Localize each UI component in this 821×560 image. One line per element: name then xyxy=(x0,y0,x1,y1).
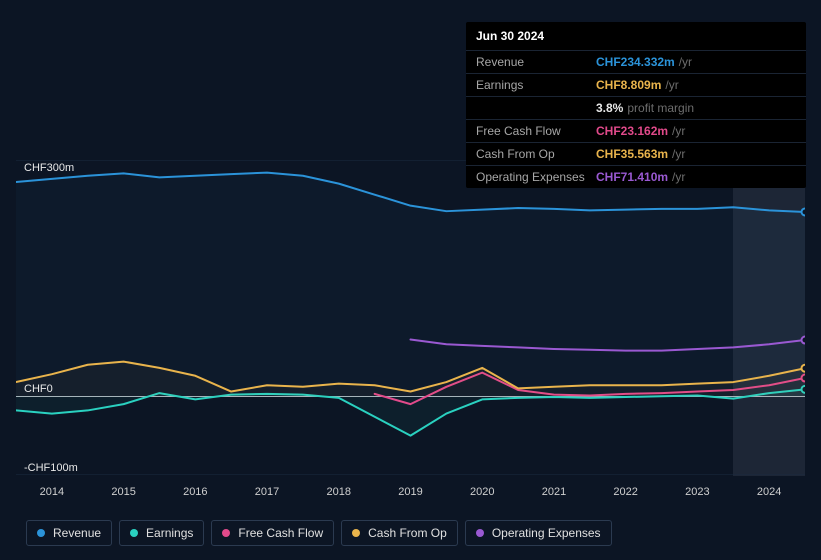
x-tick: 2015 xyxy=(111,486,135,498)
x-tick: 2024 xyxy=(757,486,781,498)
tooltip-value: 3.8% xyxy=(596,101,623,115)
tooltip-row: Cash From OpCHF35.563m/yr xyxy=(466,143,806,166)
y-axis-label-bottom: -CHF100m xyxy=(24,462,78,474)
y-axis-label-zero: CHF0 xyxy=(24,383,53,395)
legend-dot-icon xyxy=(222,529,230,537)
legend-dot-icon xyxy=(352,529,360,537)
tooltip-label xyxy=(476,101,596,115)
tooltip-suffix: /yr xyxy=(672,147,685,161)
tooltip-value: CHF23.162m xyxy=(596,124,668,138)
tooltip-suffix: /yr xyxy=(679,55,692,69)
legend-label: Cash From Op xyxy=(368,526,447,540)
tooltip-label: Cash From Op xyxy=(476,147,596,161)
financial-chart[interactable] xyxy=(16,160,805,475)
legend-dot-icon xyxy=(476,529,484,537)
x-tick: 2017 xyxy=(255,486,279,498)
x-tick: 2019 xyxy=(398,486,422,498)
tooltip-suffix: profit margin xyxy=(627,101,694,115)
tooltip-value: CHF35.563m xyxy=(596,147,668,161)
x-tick: 2016 xyxy=(183,486,207,498)
x-tick: 2014 xyxy=(40,486,64,498)
legend-item[interactable]: Cash From Op xyxy=(341,520,458,546)
legend-item[interactable]: Free Cash Flow xyxy=(211,520,334,546)
tooltip-suffix: /yr xyxy=(672,170,685,184)
legend-dot-icon xyxy=(130,529,138,537)
tooltip-row: RevenueCHF234.332m/yr xyxy=(466,51,806,74)
tooltip-row: Free Cash FlowCHF23.162m/yr xyxy=(466,120,806,143)
tooltip-card: Jun 30 2024 RevenueCHF234.332m/yrEarning… xyxy=(466,22,806,188)
tooltip-label: Earnings xyxy=(476,78,596,92)
tooltip-value: CHF71.410m xyxy=(596,170,668,184)
tooltip-row: EarningsCHF8.809m/yr xyxy=(466,74,806,97)
legend-label: Revenue xyxy=(53,526,101,540)
x-tick: 2021 xyxy=(542,486,566,498)
legend-label: Operating Expenses xyxy=(492,526,601,540)
tooltip-label: Operating Expenses xyxy=(476,170,596,184)
tooltip-suffix: /yr xyxy=(665,78,678,92)
tooltip-label: Revenue xyxy=(476,55,596,69)
tooltip-date: Jun 30 2024 xyxy=(466,22,806,51)
tooltip-label: Free Cash Flow xyxy=(476,124,596,138)
x-tick: 2023 xyxy=(685,486,709,498)
x-tick: 2018 xyxy=(327,486,351,498)
tooltip-value: CHF234.332m xyxy=(596,55,675,69)
y-axis-label-top: CHF300m xyxy=(24,162,74,174)
legend: Revenue Earnings Free Cash Flow Cash From O… xyxy=(26,520,612,546)
tooltip-value: CHF8.809m xyxy=(596,78,661,92)
tooltip-row: 3.8% profit margin xyxy=(466,97,806,120)
legend-label: Free Cash Flow xyxy=(238,526,323,540)
tooltip-row: Operating ExpensesCHF71.410m/yr xyxy=(466,166,806,188)
legend-label: Earnings xyxy=(146,526,193,540)
legend-item[interactable]: Revenue xyxy=(26,520,112,546)
x-tick: 2022 xyxy=(613,486,637,498)
x-axis: 2014 2015 2016 2017 2018 2019 2020 2021 2022 2023… xyxy=(16,486,805,500)
legend-item[interactable]: Operating Expenses xyxy=(465,520,612,546)
tooltip-suffix: /yr xyxy=(672,124,685,138)
legend-item[interactable]: Earnings xyxy=(119,520,204,546)
legend-dot-icon xyxy=(37,529,45,537)
x-tick: 2020 xyxy=(470,486,494,498)
